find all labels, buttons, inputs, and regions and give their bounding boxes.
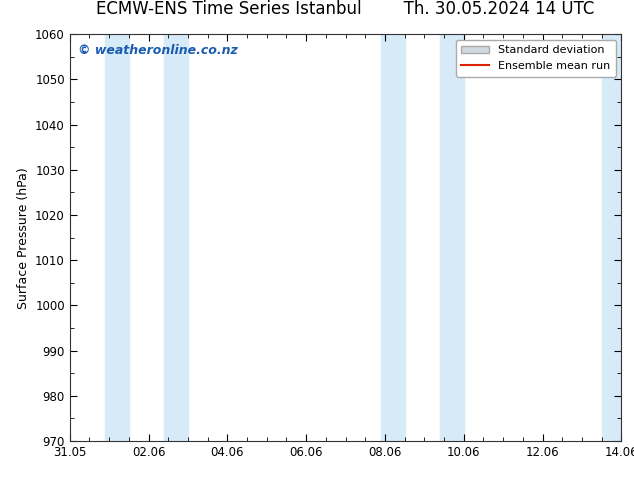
Text: ECMW-ENS Time Series Istanbul        Th. 30.05.2024 14 UTC: ECMW-ENS Time Series Istanbul Th. 30.05.…: [96, 0, 595, 18]
Bar: [602, 34, 621, 441]
Bar: [440, 34, 463, 441]
Bar: [105, 34, 129, 441]
Legend: Standard deviation, Ensemble mean run: Standard deviation, Ensemble mean run: [456, 40, 616, 76]
Bar: [381, 34, 404, 441]
Bar: [164, 34, 188, 441]
Y-axis label: Surface Pressure (hPa): Surface Pressure (hPa): [16, 167, 30, 309]
Text: © weatheronline.co.nz: © weatheronline.co.nz: [78, 45, 238, 57]
